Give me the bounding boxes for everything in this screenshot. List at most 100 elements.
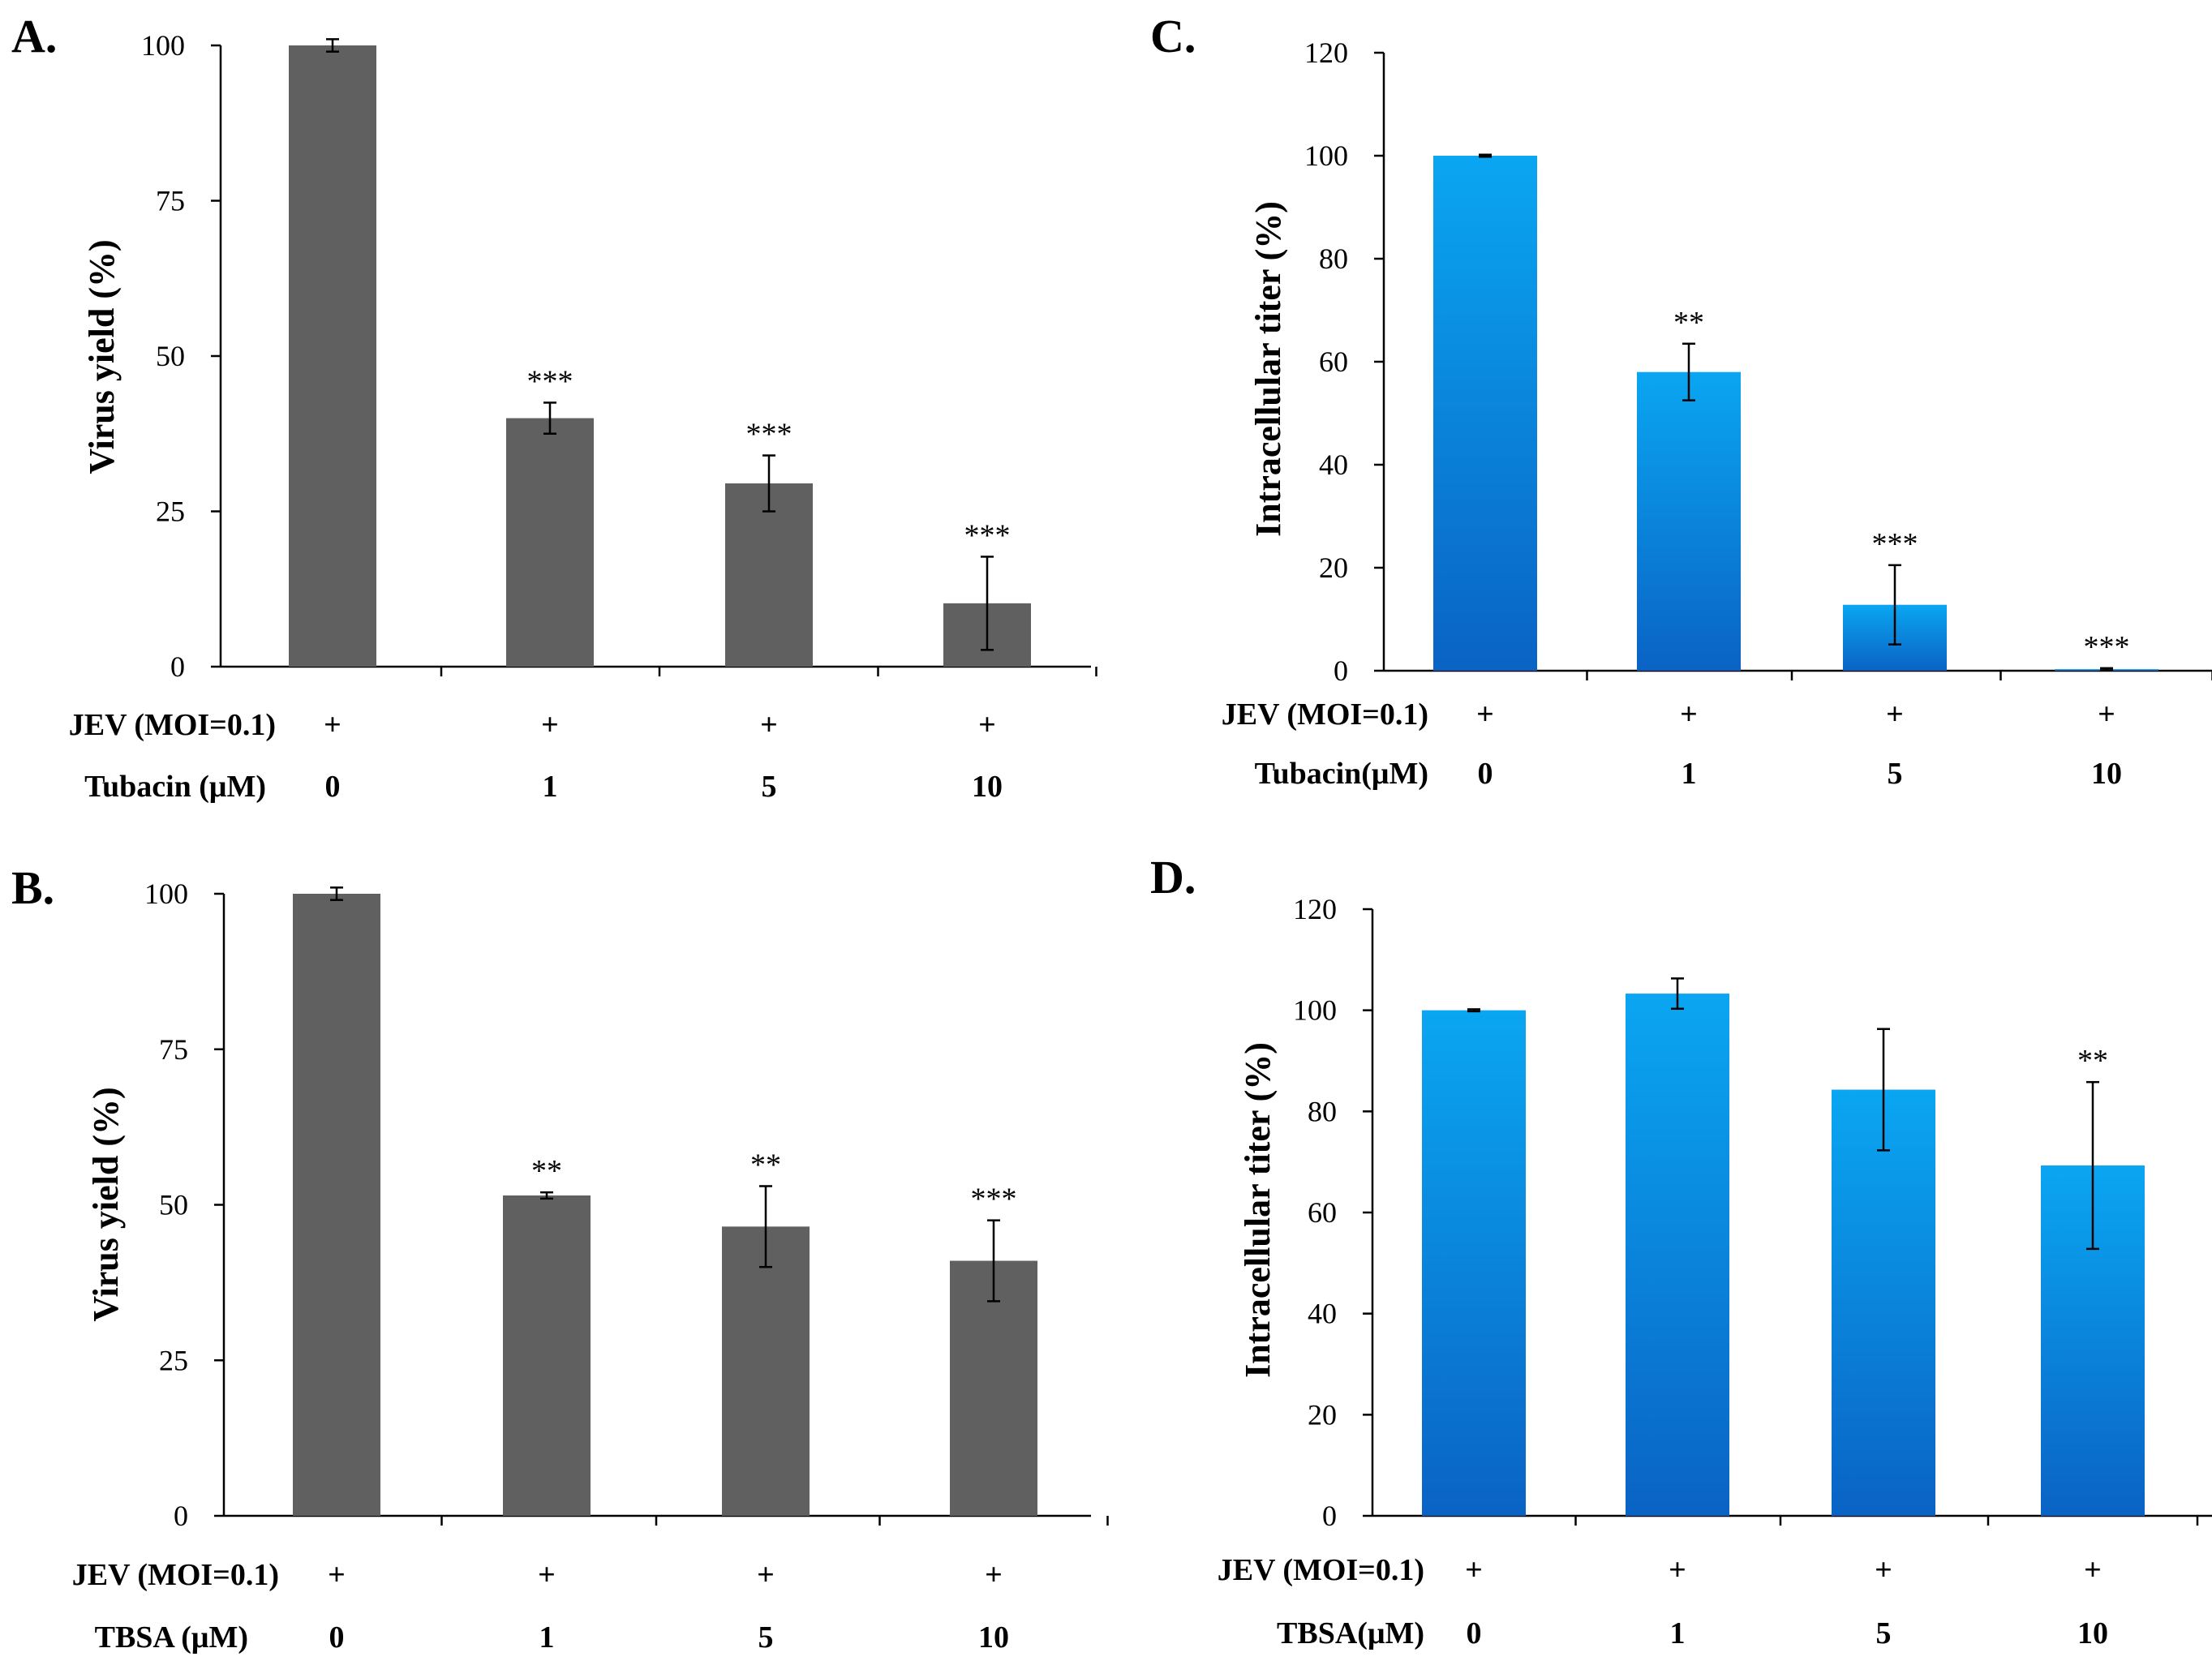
panel-a-y-tick-label: 25 (156, 496, 185, 528)
panel-b-category-label-5: 5 (758, 1620, 774, 1655)
panel-c-significance-10: *** (2084, 630, 2130, 664)
panel-b-bar-5 (722, 1226, 810, 1516)
panel-c-jev-plus-5: + (1886, 697, 1904, 732)
panel-a-chart: A. Virus yield (%) JEV (MOI=0.1) Tubacin… (11, 10, 1097, 804)
panel-d-error-bar-1 (1671, 977, 1684, 1011)
panel-d-y-tick-label: 20 (1308, 1398, 1337, 1431)
panel-a-letter: A. (11, 10, 57, 62)
panel-a-error-bar-10 (981, 556, 994, 651)
panel-d-category-label-10: 10 (2077, 1616, 2108, 1650)
panel-d-category-label-0: 0 (1467, 1616, 1482, 1650)
panel-a-significance-10: *** (964, 518, 1011, 552)
panel-a-bar-1 (506, 418, 594, 667)
panel-a-significance-5: *** (746, 418, 792, 452)
panel-b-error-bar-10 (987, 1219, 1000, 1303)
panel-b-letter: B. (11, 861, 54, 914)
panel-d-significance-10: ** (2077, 1044, 2108, 1078)
panel-d-y-tick-label: 40 (1308, 1298, 1337, 1330)
panel-d-category-label-5: 5 (1876, 1616, 1892, 1650)
panel-d-jev-plus-0: + (1465, 1553, 1483, 1587)
panel-d-jev-plus-1: + (1669, 1553, 1686, 1587)
panel-b-row1-label: JEV (MOI=0.1) (72, 1558, 279, 1592)
panel-c-jev-plus-1: + (1680, 697, 1698, 732)
panel-d-y-axis-label: Intracellular titer (%) (1238, 1042, 1278, 1378)
panel-c-error-bar-1 (1682, 342, 1695, 401)
panel-c-y-tick-label: 120 (1304, 36, 1348, 69)
panel-c-category-label-0: 0 (1478, 757, 1493, 791)
panel-b-significance-5: ** (750, 1148, 781, 1182)
panel-d-error-bar-10 (2086, 1080, 2099, 1251)
panel-a-significance-1: *** (527, 364, 573, 398)
panel-d-row2-label: TBSA(μM) (1277, 1616, 1424, 1650)
panel-d-error-bar-0 (1467, 1008, 1480, 1013)
panel-c-category-label-10: 10 (2091, 757, 2122, 791)
panel-d-error-bar-5 (1877, 1028, 1890, 1152)
panel-c-significance-1: ** (1673, 306, 1704, 340)
panel-d-letter: D. (1150, 851, 1196, 903)
panel-c-jev-plus-10: + (2098, 697, 2115, 732)
panel-d-y-tick-label: 80 (1308, 1095, 1337, 1127)
panel-a-jev-plus-5: + (760, 708, 778, 742)
panel-b-row2-label: TBSA (μM) (95, 1620, 248, 1655)
panel-c-y-tick-label: 100 (1304, 139, 1348, 172)
panel-c-letter: C. (1150, 10, 1196, 62)
panel-b-y-tick-label: 50 (159, 1189, 188, 1221)
panel-a-jev-plus-10: + (978, 708, 996, 742)
panel-b-jev-plus-5: + (757, 1558, 775, 1592)
panel-d-bar-5 (1832, 1089, 1935, 1516)
panel-c-y-tick-label: 0 (1334, 655, 1348, 687)
panel-c-category-label-1: 1 (1682, 757, 1697, 791)
panel-c-jev-plus-0: + (1476, 697, 1494, 732)
panel-a-category-label-1: 1 (543, 770, 558, 804)
panel-a-error-bar-1 (543, 401, 556, 435)
panel-a-bar-5 (725, 483, 813, 667)
panel-a-jev-plus-0: + (324, 708, 341, 742)
panel-d-y-tick-label: 60 (1308, 1196, 1337, 1229)
panel-b-error-bar-5 (759, 1185, 772, 1268)
panel-a-bar-0 (289, 45, 376, 667)
panel-b-y-tick-label: 0 (174, 1500, 188, 1532)
panel-d-y-tick-label: 120 (1293, 893, 1337, 925)
panel-d-bar-1 (1626, 994, 1729, 1516)
panel-c-significance-5: *** (1872, 527, 1918, 561)
panel-b-y-tick-label: 100 (144, 878, 188, 910)
panel-a-y-axis-label: Virus yield (%) (82, 239, 122, 474)
panel-b-category-label-10: 10 (978, 1620, 1009, 1655)
panel-b-jev-plus-0: + (328, 1558, 346, 1592)
panel-d-y-tick-label: 100 (1293, 994, 1337, 1027)
panel-b-error-bar-0 (330, 886, 343, 901)
panel-c-y-tick-label: 60 (1319, 346, 1348, 378)
panel-c-category-label-5: 5 (1888, 757, 1903, 791)
panel-b-error-bar-1 (540, 1191, 553, 1200)
panel-a-y-tick-label: 0 (170, 650, 185, 683)
panel-a-row1-label: JEV (MOI=0.1) (69, 708, 276, 742)
panel-b-bar-1 (503, 1195, 591, 1516)
panel-c-chart: C. Intracellular titer (%) JEV (MOI=0.1)… (1150, 10, 2212, 791)
panel-b-significance-1: ** (531, 1154, 562, 1188)
panel-b-significance-10: *** (971, 1182, 1017, 1217)
panel-b-y-tick-label: 25 (159, 1344, 188, 1376)
panel-c-error-bar-5 (1888, 564, 1901, 646)
panel-d-bar-0 (1422, 1010, 1526, 1516)
panel-b-y-axis-label: Virus yield (%) (86, 1087, 126, 1321)
panel-a-row2-label: Tubacin (μM) (84, 770, 266, 804)
panel-d-jev-plus-5: + (1875, 1553, 1892, 1587)
panel-a-category-label-5: 5 (762, 770, 777, 804)
panel-b-category-label-0: 0 (329, 1620, 345, 1655)
panel-d-jev-plus-10: + (2084, 1553, 2102, 1587)
panel-a-y-tick-label: 100 (141, 29, 185, 62)
panel-a-jev-plus-1: + (541, 708, 559, 742)
panel-b-jev-plus-1: + (538, 1558, 556, 1592)
panel-c-bar-0 (1433, 156, 1537, 671)
panel-d-chart: D. Intracellular titer (%) JEV (MOI=0.1)… (1150, 851, 2212, 1650)
panel-c-y-axis-label: Intracellular titer (%) (1248, 201, 1288, 537)
panel-a-y-tick-label: 75 (156, 185, 185, 217)
panel-b-jev-plus-10: + (985, 1558, 1003, 1592)
panel-d-y-tick-label: 0 (1322, 1500, 1337, 1532)
panel-b-y-tick-label: 75 (159, 1033, 188, 1066)
panel-b-bar-0 (293, 894, 380, 1516)
panel-c-error-bar-0 (1479, 153, 1492, 158)
panel-a-error-bar-0 (326, 38, 339, 53)
panel-a-y-tick-label: 50 (156, 340, 185, 372)
panel-c-bar-1 (1637, 371, 1741, 671)
